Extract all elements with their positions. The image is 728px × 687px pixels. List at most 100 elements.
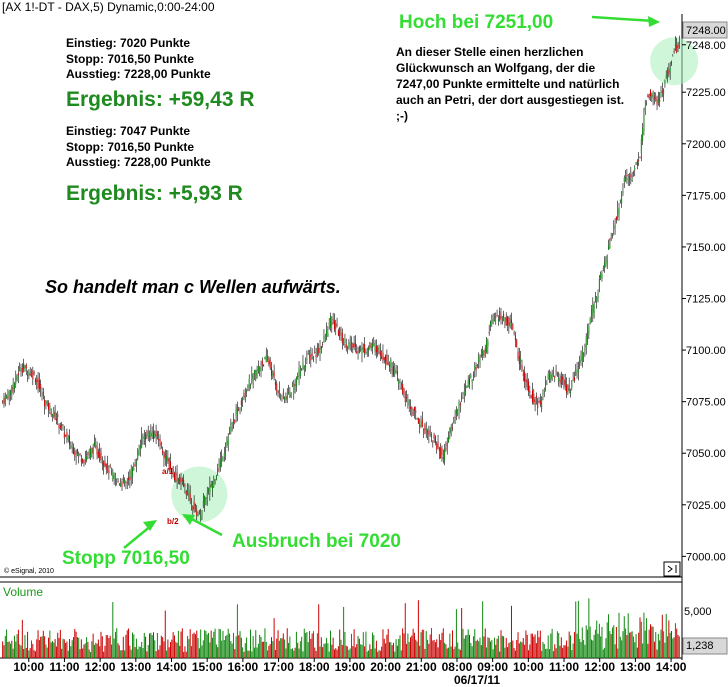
candle-body [396,371,398,376]
candle-body [38,380,40,389]
candle-body [12,384,14,390]
candle-body [16,376,18,380]
candle-body [493,320,495,322]
candle-body [554,375,556,378]
candle-body [391,369,393,371]
candle-body [222,457,224,462]
candle-body [270,367,272,376]
candle-body [538,400,540,402]
candle-body [563,379,565,385]
x-tick-label: 13:00 [620,660,651,674]
candle-body [613,226,615,229]
candle-body [282,392,284,395]
candle-body [547,374,549,380]
candle-body [284,397,286,400]
candle-body [159,438,161,446]
candle-body [455,410,457,415]
candle-body [446,442,448,447]
candle-body [495,316,497,318]
candle-body [143,436,145,439]
candle-body [369,342,371,348]
candle-body [303,365,305,370]
candle-body [585,335,587,348]
candle-body [504,317,506,322]
candle-body [638,159,640,161]
candle-body [555,370,557,372]
candle-body [335,323,337,329]
candle-body [7,397,9,399]
candle-body [614,224,616,229]
candle-body [579,359,581,364]
candle-body [69,435,71,445]
candle-body [505,316,507,326]
candle-body [403,388,405,397]
candle-body [289,391,291,398]
candle-body [324,336,326,338]
last-price-label: 7248.00 [686,25,726,37]
candle-body [295,377,297,387]
candle-body [567,388,569,391]
candle-body [278,389,280,394]
candle-body [103,462,105,467]
candle-body [569,391,571,394]
candle-body [672,55,674,57]
slogan: So handelt man c Wellen aufwärts. [45,277,341,297]
candle-body [621,196,623,204]
candle-body [331,321,333,326]
candle-body [109,465,111,467]
candle-body [218,463,220,466]
candle-body [97,451,99,458]
candle-body [150,431,152,437]
candle-body [378,346,380,351]
candle-body [172,466,174,473]
candle-body [476,364,478,366]
candle-body [630,174,632,178]
candle-body [617,208,619,218]
candle-body [4,396,6,405]
candle-body [470,375,472,378]
breakout-label: Ausbruch bei 7020 [232,531,401,552]
candle-body [345,344,347,349]
annotation-arrows [123,15,660,549]
candle-body [652,91,654,98]
candle-body [648,93,650,99]
volume-bars [2,598,680,658]
candle-body [252,373,254,383]
candle-body [353,342,355,348]
candle-body [126,482,128,484]
candle-body [175,474,177,476]
candle-body [256,369,258,377]
scroll-corner-icon[interactable] [663,561,681,577]
candle-body [3,397,5,405]
candle-body [36,379,38,383]
candle-body [272,373,274,376]
candle-body [530,395,532,398]
candle-body [19,367,21,372]
candle-body [310,354,312,361]
candle-body [531,390,533,403]
candle-body [634,167,636,170]
candle-body [248,378,250,390]
candle-body [413,406,415,411]
candle-body [649,89,651,97]
candle-body [461,397,463,399]
candle-body [575,371,577,376]
candle-body [657,99,659,103]
candle-body [404,396,406,402]
candle-body [263,364,265,367]
candle-body [306,358,308,360]
x-tick-label: 10:00 [13,660,44,674]
candle-body [609,240,611,248]
candle-body [137,450,139,460]
chart-title: [AX 1!-DT - DAX,5) Dynamic,0:00-24:00 [2,0,215,14]
candle-body [163,453,165,459]
candle-body [478,356,480,363]
candle-body [415,410,417,413]
candle-body [500,315,502,320]
candle-body [421,419,423,428]
candle-body [539,400,541,405]
candle-body [656,96,658,106]
candle-body [223,453,225,457]
candle-body [488,332,490,334]
candle-body [250,384,252,388]
